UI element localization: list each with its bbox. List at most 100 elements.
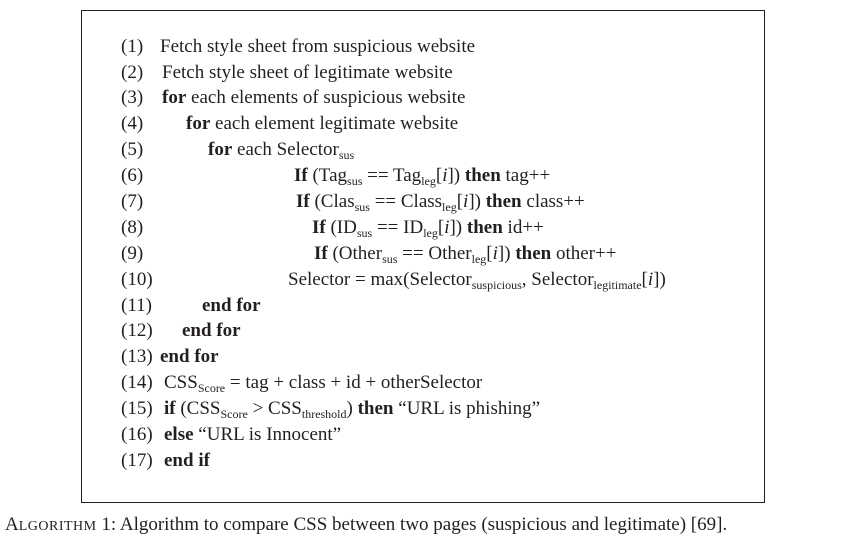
- line-number: (13): [121, 346, 153, 367]
- keyword: end for: [202, 295, 261, 316]
- subscript: sus: [347, 174, 363, 188]
- code-text: == ID: [372, 217, 424, 238]
- subscript: Score: [220, 407, 248, 421]
- line-code: for each elements of suspicious website: [162, 85, 465, 111]
- subscript: Score: [197, 381, 226, 395]
- subscript: sus: [354, 200, 370, 214]
- subscript: threshold: [301, 407, 347, 421]
- caption-label-rest: LGORITHM: [18, 519, 97, 534]
- line-code: end for: [182, 318, 241, 344]
- keyword: then: [485, 191, 522, 212]
- line-number: (1): [121, 36, 144, 57]
- code-text: CSS: [164, 372, 198, 393]
- keyword: else: [164, 424, 194, 445]
- line-number: (3): [121, 87, 144, 108]
- line-number: (10): [121, 269, 153, 290]
- line-number: (9): [121, 243, 144, 264]
- line-code: end for: [202, 293, 261, 319]
- code-text: other++: [551, 243, 617, 264]
- code-text: each elements of suspicious website: [186, 87, 466, 108]
- subscript: leg: [423, 226, 438, 240]
- code-text: (Clas: [309, 191, 355, 212]
- code-text: each Selector: [232, 139, 339, 160]
- keyword: If: [294, 165, 308, 186]
- line-code: Fetch style sheet of legitimate website: [162, 60, 453, 86]
- index-variable: i: [463, 191, 469, 212]
- code-text: “URL is Innocent”: [193, 424, 342, 445]
- keyword: end for: [160, 346, 219, 367]
- keyword: if: [164, 398, 176, 419]
- code-text: == Class: [369, 191, 443, 212]
- line-number: (2): [121, 62, 144, 83]
- subscript: leg: [471, 252, 487, 266]
- line-code: else “URL is Innocent”: [164, 422, 341, 448]
- code-text: (Other: [327, 243, 383, 264]
- keyword: then: [466, 217, 503, 238]
- code-text: each element legitimate website: [210, 113, 459, 134]
- code-text: ): [346, 398, 358, 419]
- code-text: , Selector: [521, 269, 594, 290]
- code-text: ]): [447, 165, 465, 186]
- index-variable: i: [492, 243, 498, 264]
- line-number: (5): [121, 139, 144, 160]
- line-number: (4): [121, 113, 144, 134]
- code-text: == Other: [397, 243, 472, 264]
- code-text: Fetch style sheet from suspicious websit…: [160, 36, 476, 57]
- subscript: sus: [356, 226, 373, 240]
- code-text: ]): [468, 191, 486, 212]
- code-text: [: [486, 243, 493, 264]
- code-text: Selector = max(Selector: [288, 269, 472, 290]
- keyword: then: [515, 243, 552, 264]
- keyword: If: [312, 217, 326, 238]
- caption-text: Algorithm to compare CSS between two pag…: [116, 514, 728, 535]
- subscript: leg: [442, 200, 457, 214]
- keyword: then: [464, 165, 501, 186]
- code-text: > CSS: [247, 398, 302, 419]
- line-number: (15): [121, 398, 153, 419]
- keyword: for: [162, 87, 187, 108]
- line-number: (6): [121, 165, 144, 186]
- code-text: = tag + class + id + otherSelector: [225, 372, 483, 393]
- line-code: CSSScore = tag + class + id + otherSelec…: [164, 370, 482, 396]
- keyword: for: [208, 139, 233, 160]
- index-variable: i: [444, 217, 450, 238]
- index-variable: i: [442, 165, 448, 186]
- keyword: end for: [182, 320, 241, 341]
- code-text: Fetch style sheet of legitimate website: [162, 62, 453, 83]
- line-number: (7): [121, 191, 144, 212]
- algorithm-caption: ALGORITHM 1: Algorithm to compare CSS be…: [5, 512, 727, 540]
- code-text: ]): [497, 243, 516, 264]
- line-number: (12): [121, 320, 153, 341]
- line-number: (16): [121, 424, 153, 445]
- subscript: sus: [338, 148, 355, 162]
- line-code: Selector = max(Selectorsuspicious, Selec…: [288, 267, 666, 293]
- keyword: If: [314, 243, 328, 264]
- line-code: end if: [164, 448, 210, 474]
- line-code: If (IDsus == IDleg[i]) then id++: [312, 215, 544, 241]
- line-code: Fetch style sheet from suspicious websit…: [160, 34, 475, 60]
- line-code: If (Tagsus == Tagleg[i]) then tag++: [294, 163, 550, 189]
- line-number: (11): [121, 295, 152, 316]
- index-variable: i: [647, 269, 654, 290]
- line-number: (14): [121, 372, 153, 393]
- code-text: (CSS: [175, 398, 221, 419]
- code-text: ]): [653, 269, 666, 290]
- line-code: end for: [160, 344, 219, 370]
- line-code: if (CSSScore > CSSthreshold) then “URL i…: [164, 396, 540, 422]
- code-text: (Tag: [307, 165, 348, 186]
- line-code: for each Selectorsus: [208, 137, 354, 163]
- code-text: [: [435, 165, 443, 186]
- code-text: ]): [449, 217, 467, 238]
- keyword: If: [296, 191, 310, 212]
- code-text: == Tag: [362, 165, 422, 186]
- subscript: suspicious: [471, 278, 522, 292]
- caption-label-first: A: [5, 514, 19, 535]
- code-text: [: [641, 269, 648, 290]
- line-number: (17): [121, 450, 153, 471]
- code-text: [: [437, 217, 445, 238]
- subscript: sus: [382, 252, 398, 266]
- code-text: id++: [502, 217, 544, 238]
- line-code: If (Othersus == Otherleg[i]) then other+…: [314, 241, 616, 267]
- caption-label-number: 1:: [96, 514, 117, 535]
- code-text: [: [456, 191, 464, 212]
